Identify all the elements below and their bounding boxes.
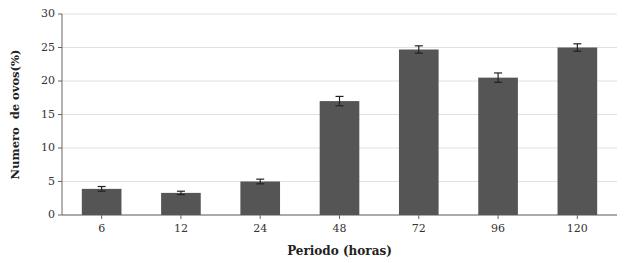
error-bar-cap: [336, 105, 344, 106]
error-bar: [336, 96, 344, 105]
x-tick-label: 72: [412, 222, 426, 235]
axes: 0 5 10 15 20 25 30 6 12 24 48 72 96 120: [41, 7, 617, 235]
bar: [240, 182, 280, 216]
x-tick: [180, 215, 181, 219]
grid: [62, 14, 617, 215]
x-tick-label: 6: [98, 222, 105, 235]
error-bar-cap: [415, 45, 423, 46]
y-tick-label: 15: [41, 108, 55, 121]
error-bar-cap: [494, 72, 502, 73]
error-bar-cap: [177, 194, 185, 195]
bar: [478, 78, 518, 215]
x-tick: [498, 215, 499, 219]
chart-container: 0 5 10 15 20 25 30 6 12 24 48 72 96 120 Periodo (horas…: [0, 0, 633, 263]
error-bar-cap: [256, 179, 264, 180]
y-tick-label: 5: [48, 175, 55, 188]
grid-line: [62, 14, 617, 15]
grid-line: [62, 47, 617, 48]
x-tick: [418, 215, 419, 219]
y-tick: [58, 114, 62, 115]
y-tick-label: 10: [41, 141, 55, 154]
error-bar-cap: [573, 43, 581, 44]
x-tick: [577, 215, 578, 219]
error-bar-cap: [256, 183, 264, 184]
bar: [82, 189, 122, 215]
y-tick: [58, 148, 62, 149]
x-tick-label: 120: [567, 222, 588, 235]
bar: [320, 101, 360, 215]
y-axis-label: Numero de ovos(%): [8, 50, 22, 180]
error-bar: [494, 73, 502, 82]
x-tick-label: 48: [333, 222, 347, 235]
error-bar-cap: [415, 53, 423, 54]
x-tick-label: 96: [491, 222, 505, 235]
error-bar-stem: [497, 73, 498, 82]
chart-svg: 0 5 10 15 20 25 30 6 12 24 48 72 96 120 Periodo (horas…: [0, 0, 633, 263]
error-bar-stem: [418, 46, 419, 53]
y-tick-label: 25: [41, 41, 55, 54]
x-tick: [101, 215, 102, 219]
y-tick: [58, 47, 62, 48]
y-tick: [58, 181, 62, 182]
error-bar: [415, 46, 423, 53]
error-bar-cap: [98, 186, 106, 187]
error-bar-cap: [573, 51, 581, 52]
error-bar: [573, 44, 581, 51]
bar: [399, 50, 439, 215]
x-axis-label: Periodo (horas): [287, 244, 392, 258]
error-bar-cap: [494, 82, 502, 83]
plot-area: [82, 44, 597, 215]
y-tick-label: 20: [41, 74, 55, 87]
grid-line: [62, 81, 617, 82]
error-bar-stem: [260, 179, 261, 184]
error-bar-cap: [177, 191, 185, 192]
y-axis-line: [62, 14, 63, 215]
x-tick-label: 24: [253, 222, 267, 235]
error-bar: [98, 187, 106, 192]
y-tick-label: 0: [48, 208, 55, 221]
x-tick-label: 12: [174, 222, 188, 235]
error-bar-stem: [339, 96, 340, 105]
error-bar: [256, 179, 264, 184]
error-bar-stem: [101, 187, 102, 192]
bar: [558, 48, 598, 216]
error-bar-cap: [98, 191, 106, 192]
error-bar: [177, 191, 185, 194]
y-tick: [58, 81, 62, 82]
y-tick: [58, 14, 62, 15]
x-tick: [339, 215, 340, 219]
error-bar-cap: [336, 96, 344, 97]
y-tick-label: 30: [41, 7, 55, 20]
x-tick: [260, 215, 261, 219]
y-tick: [58, 215, 62, 216]
error-bar-stem: [577, 44, 578, 51]
bar: [161, 193, 201, 215]
